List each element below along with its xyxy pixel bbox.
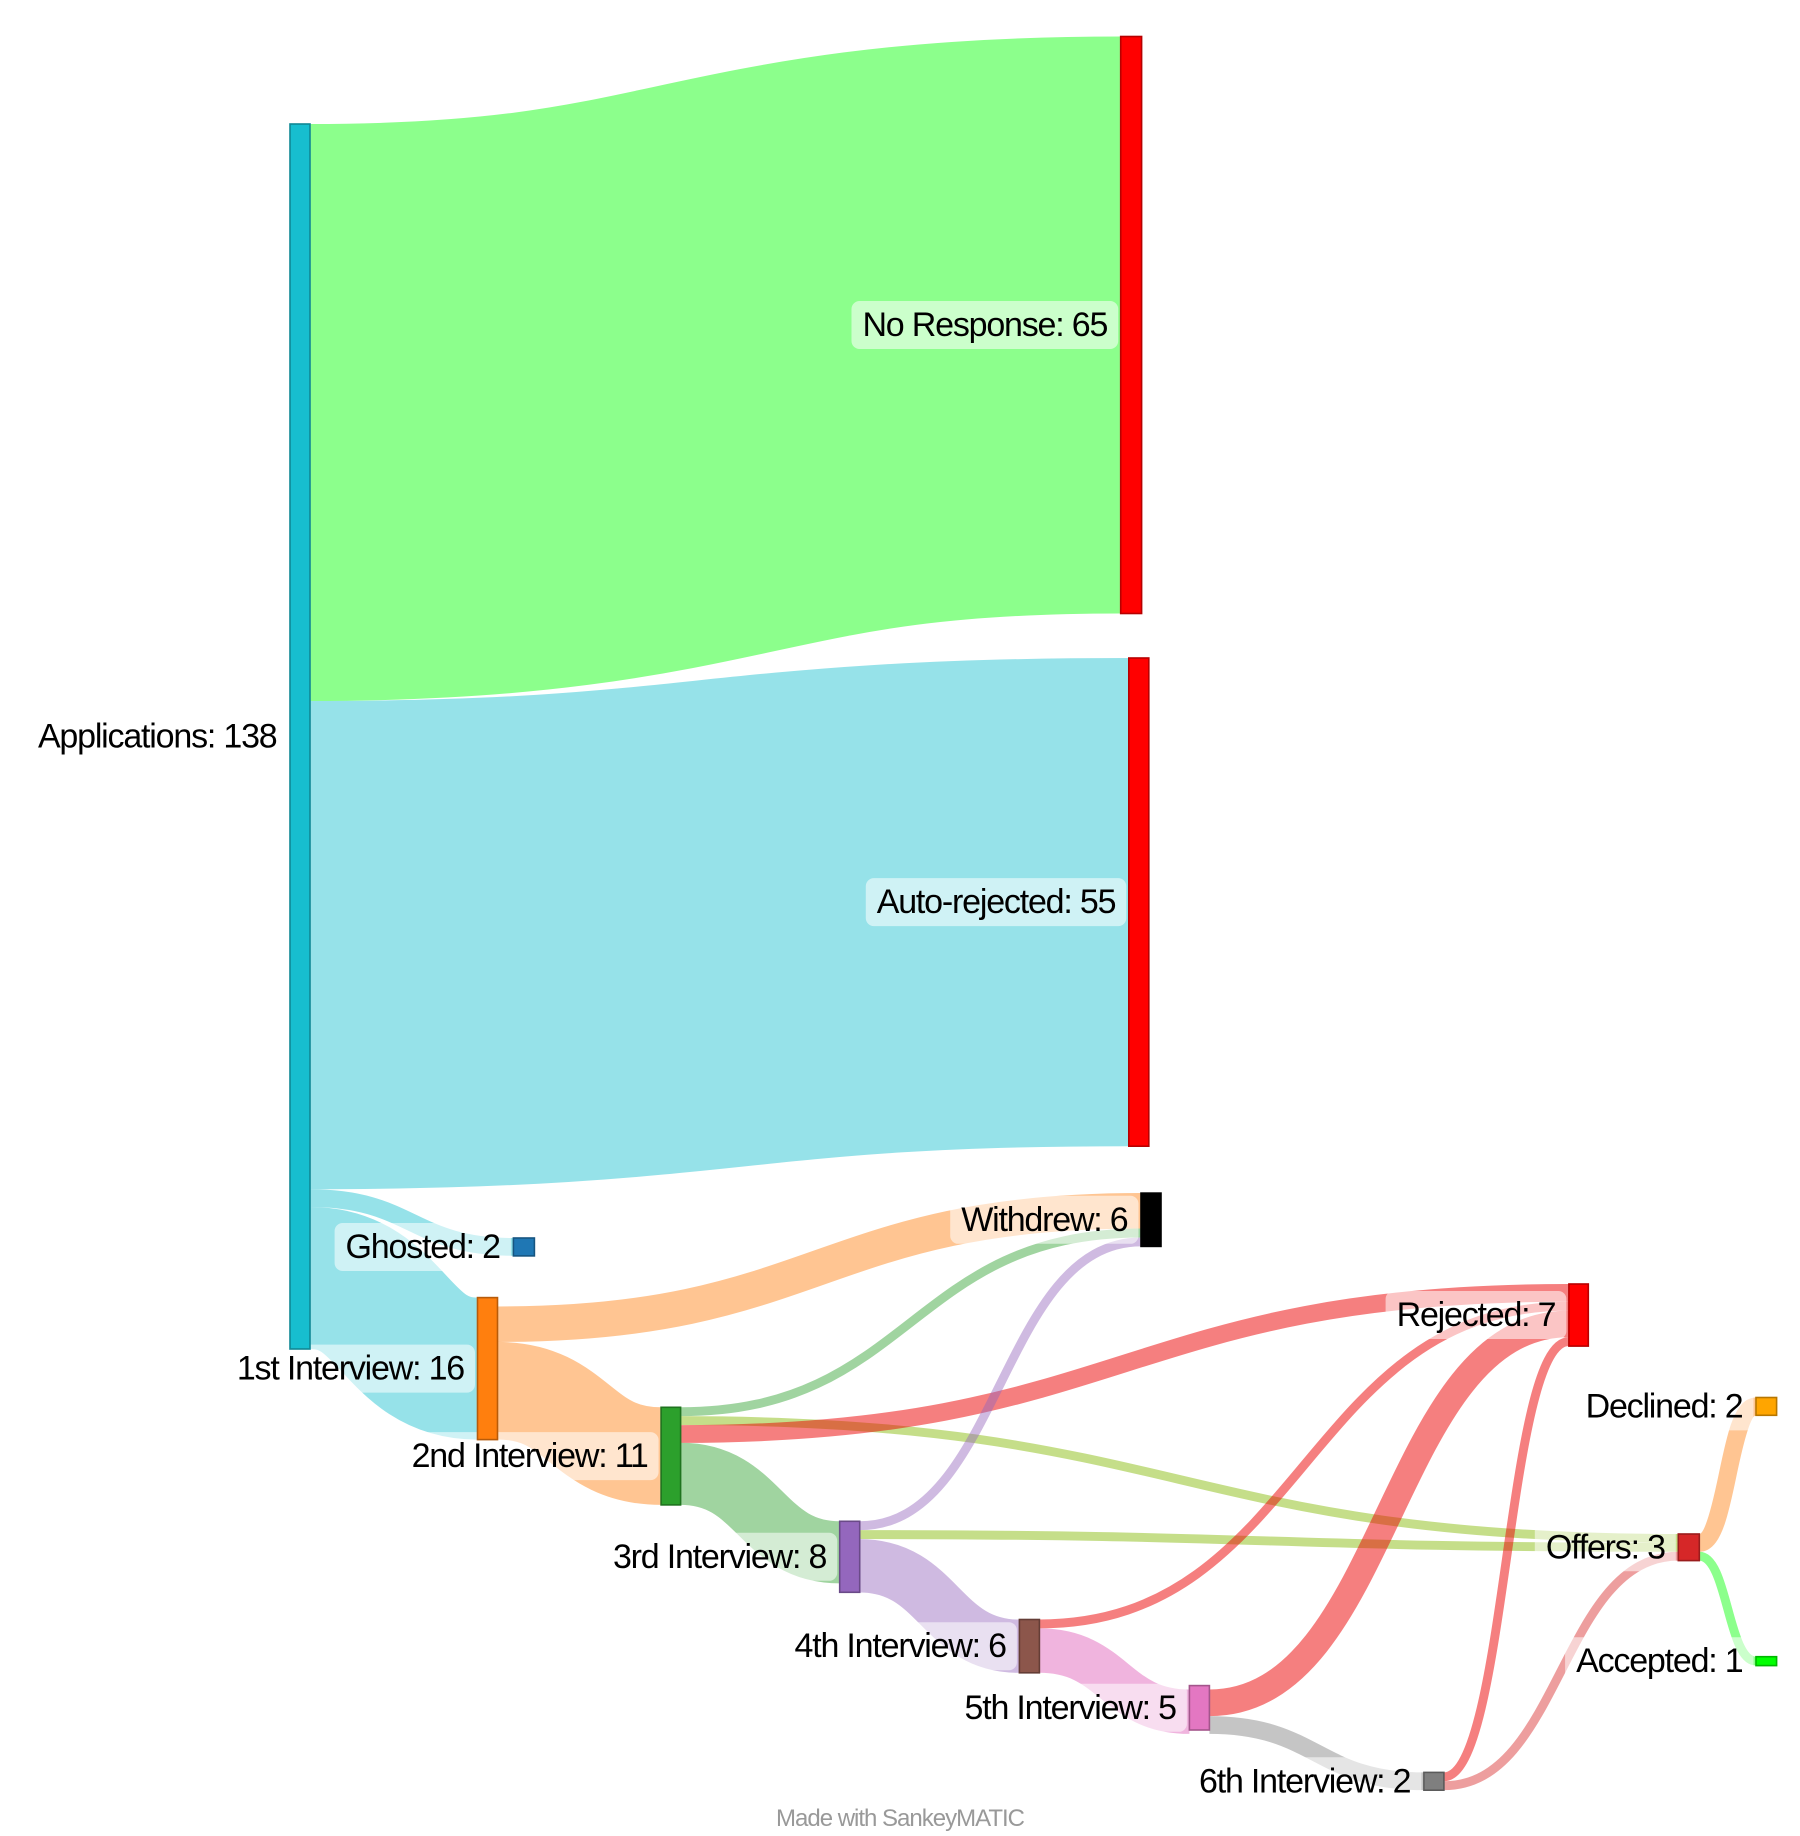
svg-text:3rd Interview: 8: 3rd Interview: 8: [613, 1538, 827, 1576]
svg-text:Ghosted: 2: Ghosted: 2: [346, 1228, 501, 1266]
svg-text:Auto-rejected: 55: Auto-rejected: 55: [877, 883, 1116, 921]
svg-text:Made with SankeyMATIC: Made with SankeyMATIC: [776, 1805, 1025, 1832]
svg-text:Applications: 138: Applications: 138: [38, 718, 277, 756]
svg-text:Withdrew: 6: Withdrew: 6: [961, 1201, 1128, 1239]
svg-text:Accepted: 1: Accepted: 1: [1576, 1642, 1743, 1680]
svg-text:Rejected: 7: Rejected: 7: [1397, 1296, 1556, 1334]
svg-text:Declined: 2: Declined: 2: [1586, 1387, 1743, 1425]
svg-text:2nd Interview: 11: 2nd Interview: 11: [412, 1437, 648, 1475]
svg-text:6th Interview: 2: 6th Interview: 2: [1199, 1762, 1411, 1800]
svg-text:4th Interview: 6: 4th Interview: 6: [795, 1627, 1007, 1665]
svg-text:No Response: 65: No Response: 65: [862, 306, 1107, 344]
svg-text:Offers: 3: Offers: 3: [1546, 1528, 1665, 1566]
svg-text:5th Interview: 5: 5th Interview: 5: [965, 1689, 1177, 1727]
svg-text:1st Interview: 16: 1st Interview: 16: [237, 1350, 464, 1388]
